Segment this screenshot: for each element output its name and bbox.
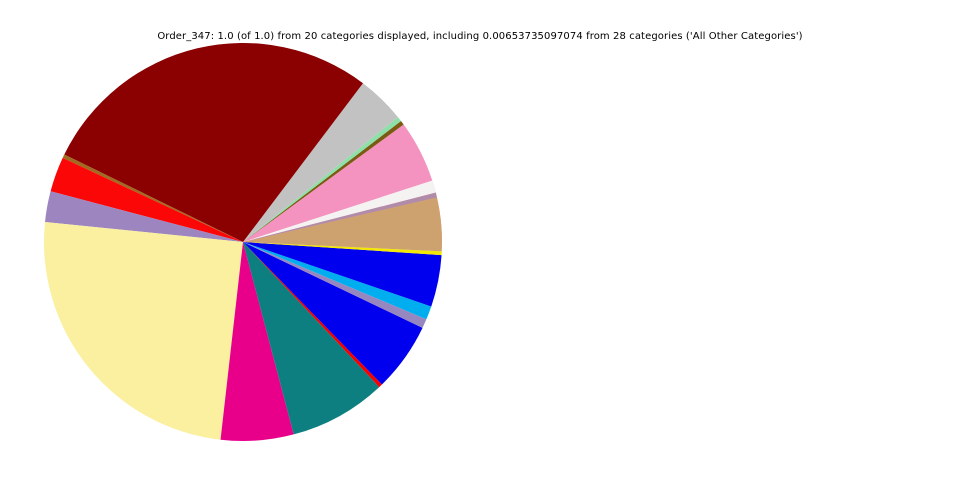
page-title: Order_347: 1.0 (of 1.0) from 20 categori… — [157, 31, 803, 42]
pie-slice[interactable] — [45, 191, 243, 242]
pie-slice[interactable] — [243, 180, 436, 242]
pie-slice[interactable] — [64, 43, 363, 242]
pie-slice[interactable] — [243, 197, 442, 252]
pie-slice[interactable] — [243, 242, 442, 307]
pie-slice-group — [44, 43, 442, 442]
pie-slice[interactable] — [44, 222, 244, 440]
pie-slice[interactable] — [243, 242, 382, 388]
pie-slice[interactable] — [243, 242, 427, 328]
pie-slice[interactable] — [243, 192, 437, 242]
pie-slice[interactable] — [62, 154, 244, 242]
pie-slice[interactable] — [243, 242, 442, 256]
pie-slice[interactable] — [243, 242, 432, 320]
pie-slice[interactable] — [243, 83, 398, 242]
pie-slice[interactable] — [243, 117, 402, 242]
pie-slice[interactable] — [243, 242, 423, 385]
pie-slice[interactable] — [243, 121, 404, 242]
pie-slice[interactable] — [243, 242, 380, 435]
pie-slice[interactable] — [220, 242, 294, 442]
pie-slice[interactable] — [50, 157, 243, 242]
